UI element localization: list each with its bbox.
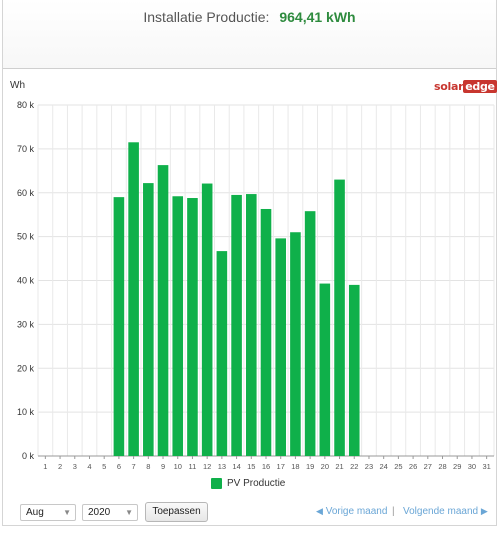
y-axis-ticks: 0 k 10 k 20 k 30 k 40 k 50 k 60 k 70 k 80 k (17, 100, 35, 461)
nav-separator: | (392, 506, 395, 517)
x-tick-label: 13 (218, 462, 226, 471)
y-tick-label: 40 k (17, 276, 35, 286)
x-tick-label: 18 (291, 462, 299, 471)
x-tick-label: 14 (232, 462, 240, 471)
bar-day-8 (143, 183, 154, 456)
x-tick-label: 8 (146, 462, 150, 471)
bar-day-7 (128, 142, 139, 456)
chart-legend[interactable]: PV Productie (211, 478, 285, 489)
bar-day-15 (245, 194, 257, 456)
bar-day-22 (348, 284, 360, 456)
y-tick-label: 10 k (17, 407, 35, 417)
y-tick-label: 60 k (17, 188, 35, 198)
production-value: 964,41 kWh (279, 9, 356, 25)
y-tick-label: 0 k (22, 451, 35, 461)
bar-day-12 (201, 183, 213, 456)
y-tick-label: 70 k (17, 144, 35, 154)
bar-day-13 (216, 251, 228, 456)
bar-day-9 (157, 165, 169, 456)
x-tick-label: 22 (350, 462, 358, 471)
x-tick-label: 7 (132, 462, 136, 471)
x-tick-label: 30 (468, 462, 476, 471)
x-tick-label: 27 (424, 462, 432, 471)
production-label: Installatie Productie: (143, 9, 270, 25)
legend-label: PV Productie (227, 478, 286, 489)
x-tick-label: 25 (394, 462, 402, 471)
x-tick-label: 5 (102, 462, 106, 471)
x-tick-label: 20 (321, 462, 329, 471)
month-value: Aug (26, 507, 44, 518)
production-widget: Installatie Productie: 964,41 kWh (2, 0, 497, 526)
bar-day-21 (334, 179, 345, 456)
chevron-down-icon: ▼ (63, 508, 71, 517)
x-axis-ticks: 1 2 3 4 5 6 7 8 9 10 11 12 13 14 15 16 17 18 19 20 21 22 23 24 2… (43, 456, 491, 471)
x-tick-label: 9 (161, 462, 165, 471)
year-select[interactable]: 2020 ▼ (82, 504, 138, 521)
y-tick-label: 20 k (17, 363, 35, 373)
y-axis-unit: Wh (10, 80, 25, 91)
x-tick-label: 24 (380, 462, 388, 471)
arrow-left-icon: ◀ (316, 506, 323, 516)
chevron-down-icon: ▼ (125, 508, 133, 517)
apply-button[interactable]: Toepassen (145, 502, 208, 522)
bar-day-6 (113, 197, 125, 456)
solaredge-logo: solar edge (434, 80, 497, 93)
x-tick-label: 26 (409, 462, 417, 471)
x-tick-label: 17 (277, 462, 285, 471)
x-tick-label: 1 (43, 462, 47, 471)
bar-day-20 (319, 283, 331, 456)
month-select[interactable]: Aug ▼ (20, 504, 76, 521)
x-tick-label: 29 (453, 462, 461, 471)
bar-day-16 (260, 208, 272, 456)
y-tick-label: 50 k (17, 232, 35, 242)
bar-day-17 (275, 238, 287, 456)
next-month-label: Volgende maand (403, 506, 479, 517)
chart-bars (113, 142, 360, 456)
x-tick-label: 11 (189, 462, 197, 471)
y-tick-label: 30 k (17, 319, 35, 329)
x-tick-label: 2 (58, 462, 62, 471)
x-tick-label: 6 (117, 462, 121, 471)
installation-production: Installatie Productie: 964,41 kWh (3, 9, 496, 25)
legend-swatch (211, 478, 222, 489)
bar-day-14 (231, 194, 242, 456)
x-tick-label: 12 (203, 462, 211, 471)
x-tick-label: 19 (306, 462, 314, 471)
x-tick-label: 3 (73, 462, 77, 471)
x-tick-label: 4 (87, 462, 91, 471)
x-tick-label: 31 (482, 462, 490, 471)
year-value: 2020 (88, 507, 111, 518)
x-tick-label: 10 (174, 462, 182, 471)
bar-day-10 (172, 196, 184, 456)
y-tick-label: 80 k (17, 100, 35, 110)
arrow-right-icon: ▶ (480, 506, 488, 516)
x-tick-label: 28 (438, 462, 446, 471)
x-tick-label: 21 (335, 462, 343, 471)
bar-day-18 (290, 232, 301, 456)
x-tick-label: 23 (365, 462, 373, 471)
previous-month-label: Vorige maand (325, 506, 388, 517)
x-tick-label: 16 (262, 462, 270, 471)
bar-day-11 (187, 198, 198, 456)
bar-day-19 (304, 211, 316, 456)
widget-header: Installatie Productie: 964,41 kWh (3, 0, 496, 69)
next-month-link[interactable]: Volgende maand ▶ (403, 506, 488, 517)
x-tick-label: 15 (247, 462, 255, 471)
previous-month-link[interactable]: ◀ Vorige maand (316, 506, 387, 517)
